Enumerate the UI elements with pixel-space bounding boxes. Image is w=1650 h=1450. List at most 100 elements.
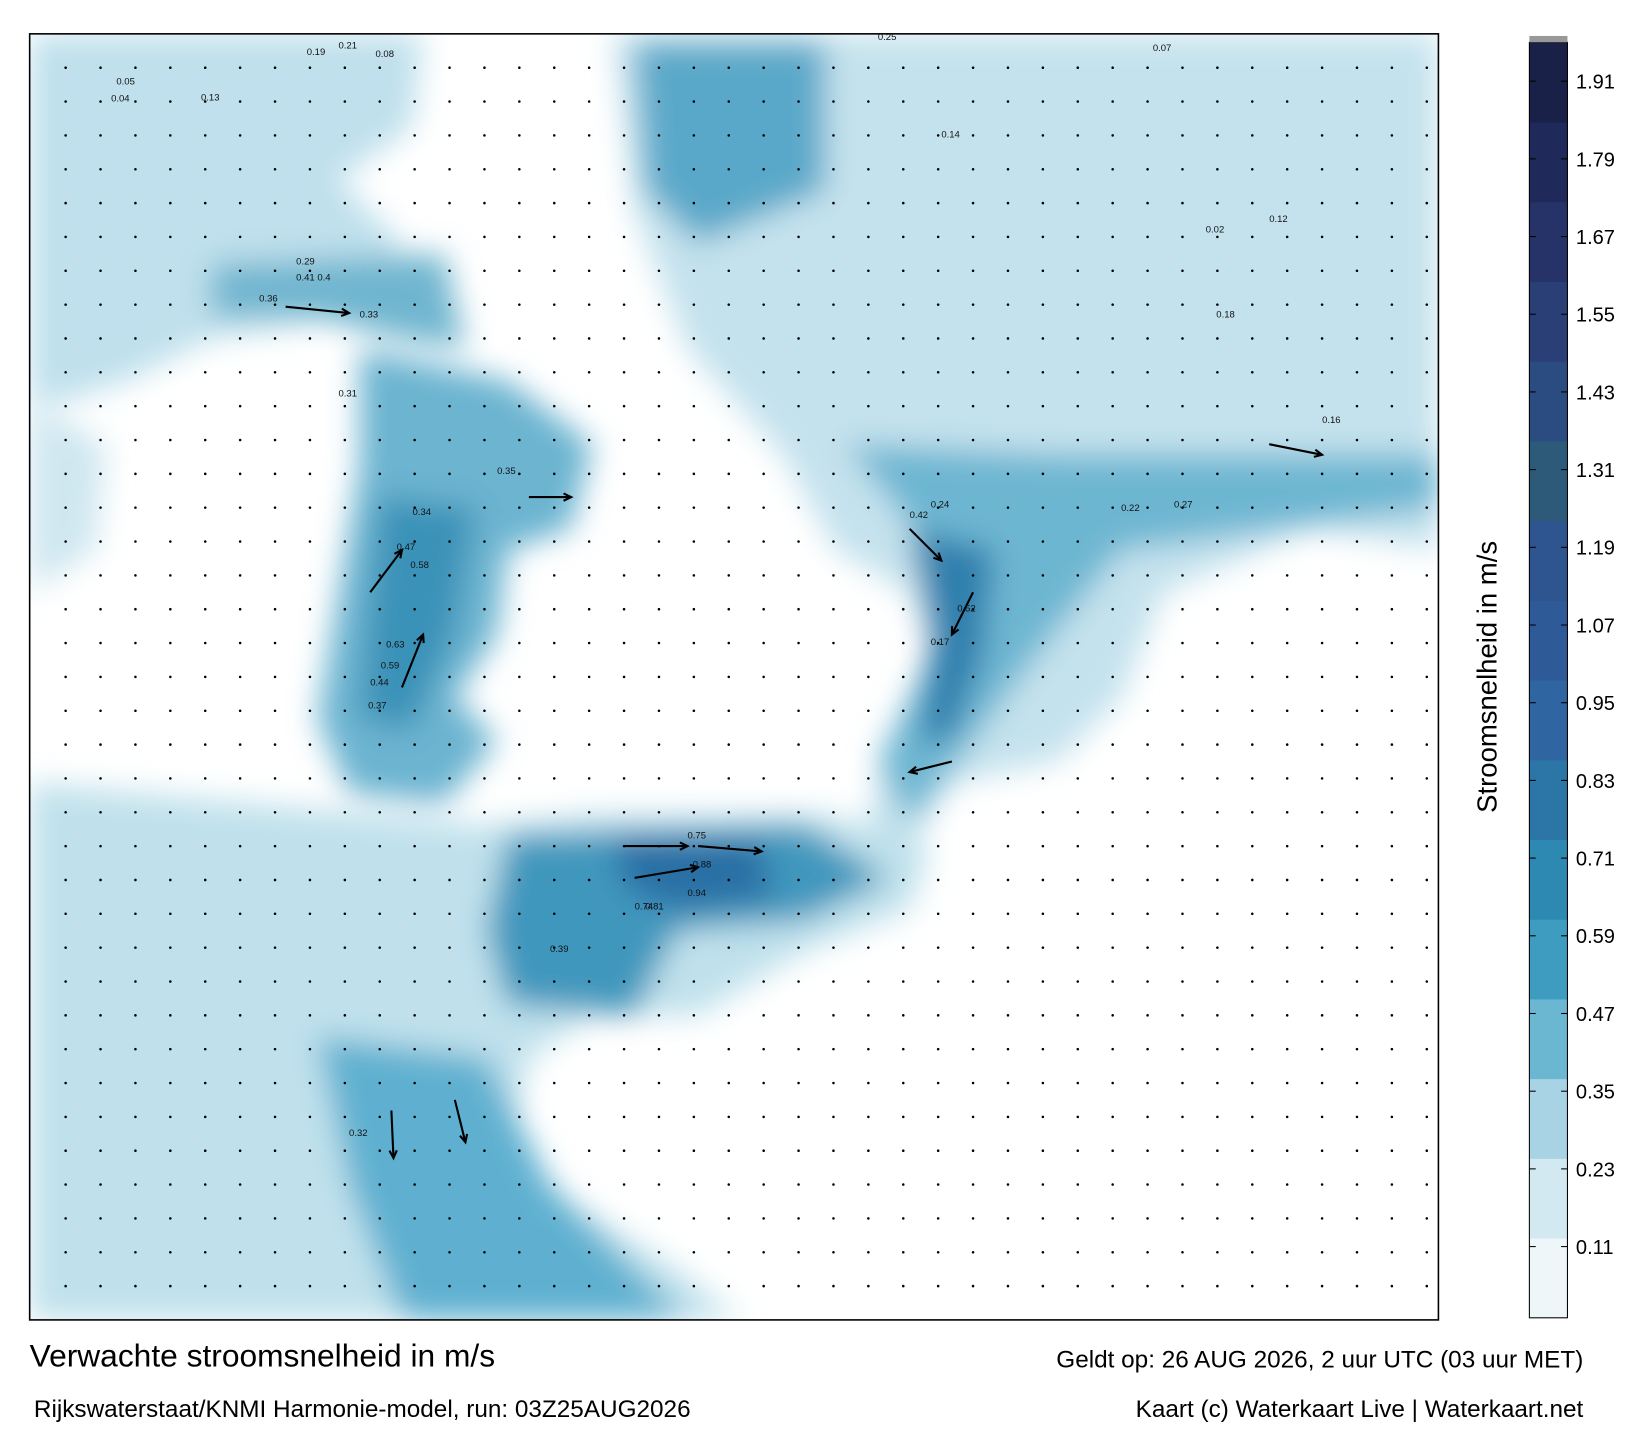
grid-dot — [1320, 472, 1324, 476]
grid-dot — [99, 1081, 102, 1085]
grid-dot — [622, 777, 626, 780]
grid-dot — [1320, 607, 1324, 611]
grid-dot — [1146, 810, 1149, 814]
grid-dot — [1111, 337, 1114, 340]
grid-dot — [1111, 1217, 1114, 1220]
grid-dot — [1041, 269, 1045, 273]
grid-dot — [1390, 1183, 1394, 1186]
grid-dot — [1146, 167, 1149, 171]
grid-dot — [518, 1115, 521, 1119]
colorbar-tick-label: 1.91 — [1576, 72, 1615, 94]
grid-dot — [1181, 167, 1184, 171]
grid-dot — [552, 167, 556, 171]
grid-dot — [1006, 506, 1010, 509]
grid-dot — [1216, 1115, 1219, 1119]
grid-dot — [134, 201, 137, 205]
grid-dot — [901, 1115, 905, 1119]
grid-dot — [762, 743, 765, 746]
grid-dot — [1390, 641, 1394, 645]
grid-dot — [448, 269, 451, 273]
grid-dot — [64, 1081, 67, 1085]
grid-dot — [762, 1115, 765, 1119]
grid-dot — [936, 303, 940, 306]
grid-dot — [1111, 844, 1114, 848]
grid-dot — [64, 269, 67, 273]
grid-dot — [587, 404, 591, 408]
grid-dot — [238, 743, 242, 746]
map-frame — [28, 33, 1440, 1321]
grid-dot — [413, 675, 416, 679]
grid-dot — [518, 235, 521, 239]
grid-dot — [518, 946, 521, 949]
grid-dot — [587, 506, 591, 509]
grid-dot — [1425, 404, 1429, 408]
grid-dot — [518, 167, 521, 171]
grid-dot — [797, 303, 800, 306]
grid-dot — [1390, 743, 1394, 746]
grid-dot — [238, 810, 242, 814]
grid-dot — [867, 709, 870, 712]
grid-dot — [587, 100, 591, 103]
grid-dot — [1390, 269, 1394, 273]
grid-dot — [1076, 607, 1080, 611]
grid-dot — [1181, 1217, 1184, 1220]
grid-dot — [203, 1183, 207, 1186]
grid-dot — [1041, 912, 1045, 916]
grid-dot — [1216, 1047, 1219, 1051]
grid-dot — [1146, 540, 1149, 543]
grid-dot — [587, 1250, 591, 1254]
grid-dot — [238, 506, 242, 509]
grid-dot — [1390, 844, 1394, 848]
grid-dot — [762, 777, 765, 780]
grid-dot — [1390, 1149, 1394, 1152]
grid-dot — [692, 946, 696, 949]
colorbar-band — [1529, 122, 1568, 203]
grid-dot — [587, 777, 591, 780]
grid-dot — [448, 980, 451, 983]
grid-dot — [448, 1081, 451, 1085]
grid-dot — [413, 438, 416, 442]
grid-dot — [238, 912, 242, 916]
grid-dot — [832, 709, 835, 712]
colorbar-band — [1529, 998, 1568, 1080]
grid-dot — [657, 438, 661, 442]
grid-dot — [378, 540, 382, 543]
grid-dot — [1006, 810, 1010, 814]
grid-dot — [134, 1284, 137, 1288]
grid-dot — [1006, 303, 1010, 306]
grid-dot — [727, 1183, 731, 1186]
grid-dot — [762, 709, 765, 712]
grid-dot — [413, 472, 416, 476]
grid-dot — [901, 844, 905, 848]
grid-dot — [1111, 980, 1114, 983]
grid-dot — [169, 303, 172, 306]
grid-dot — [1181, 1284, 1184, 1288]
grid-dot — [1006, 607, 1010, 611]
grid-dot — [867, 574, 870, 577]
grid-dot — [867, 540, 870, 543]
grid-dot — [169, 371, 172, 374]
grid-dot — [657, 337, 661, 340]
grid-dot — [622, 1014, 626, 1017]
grid-dot — [413, 269, 416, 273]
grid-dot — [1251, 709, 1254, 712]
grid-dot — [134, 844, 137, 848]
grid-dot — [1251, 134, 1254, 137]
grid-dot — [762, 201, 765, 205]
grid-dot — [832, 743, 835, 746]
colorbar-tick-label: 1.55 — [1576, 305, 1615, 327]
grid-dot — [343, 201, 347, 205]
grid-dot — [936, 844, 940, 848]
grid-dot — [134, 1250, 137, 1254]
grid-dot — [1425, 1014, 1429, 1017]
grid-dot — [1320, 1115, 1324, 1119]
grid-dot — [1425, 1284, 1429, 1288]
grid-dot — [1285, 675, 1289, 679]
grid-dot — [901, 1081, 905, 1085]
grid-dot — [832, 777, 835, 780]
grid-dot — [378, 66, 382, 69]
grid-dot — [64, 743, 67, 746]
grid-dot — [692, 743, 696, 746]
grid-dot — [1390, 100, 1394, 103]
grid-dot — [901, 337, 905, 340]
